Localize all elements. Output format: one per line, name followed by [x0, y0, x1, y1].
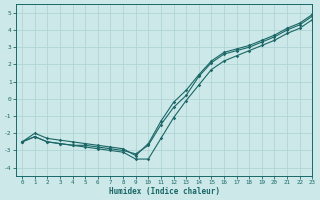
X-axis label: Humidex (Indice chaleur): Humidex (Indice chaleur) — [108, 187, 220, 196]
